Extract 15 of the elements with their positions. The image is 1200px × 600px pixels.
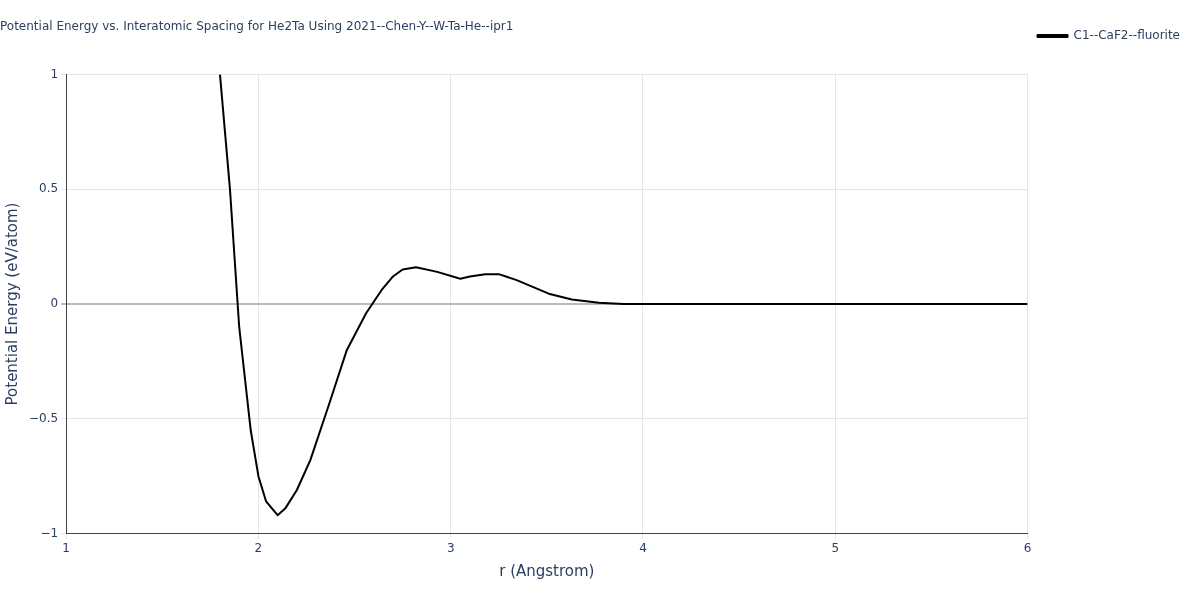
- x-tick-label: 6: [1023, 540, 1032, 555]
- x-tick-label: 3: [446, 540, 455, 555]
- y-axis-title: Potential Energy (eV/atom): [2, 202, 21, 406]
- y-tick-label: 1: [50, 66, 59, 81]
- x-tick-label: 1: [62, 540, 70, 555]
- y-tick-label: 0.5: [39, 181, 59, 196]
- x-tick-label: 2: [254, 540, 263, 555]
- y-tick-label: −0.5: [29, 410, 59, 425]
- y-tick-label: −1: [40, 525, 59, 540]
- y-tick-label: 0: [50, 296, 59, 311]
- chart-title: Potential Energy vs. Interatomic Spacing for He2Ta Using 2021--Chen-Y--W-Ta-He--ipr1: [0, 19, 514, 34]
- x-axis-title: r (Angstrom): [499, 561, 595, 580]
- legend-label: C1--CaF2--fluorite: [1073, 28, 1180, 43]
- x-tick-label: 5: [831, 540, 840, 555]
- x-tick-label: 4: [639, 540, 647, 555]
